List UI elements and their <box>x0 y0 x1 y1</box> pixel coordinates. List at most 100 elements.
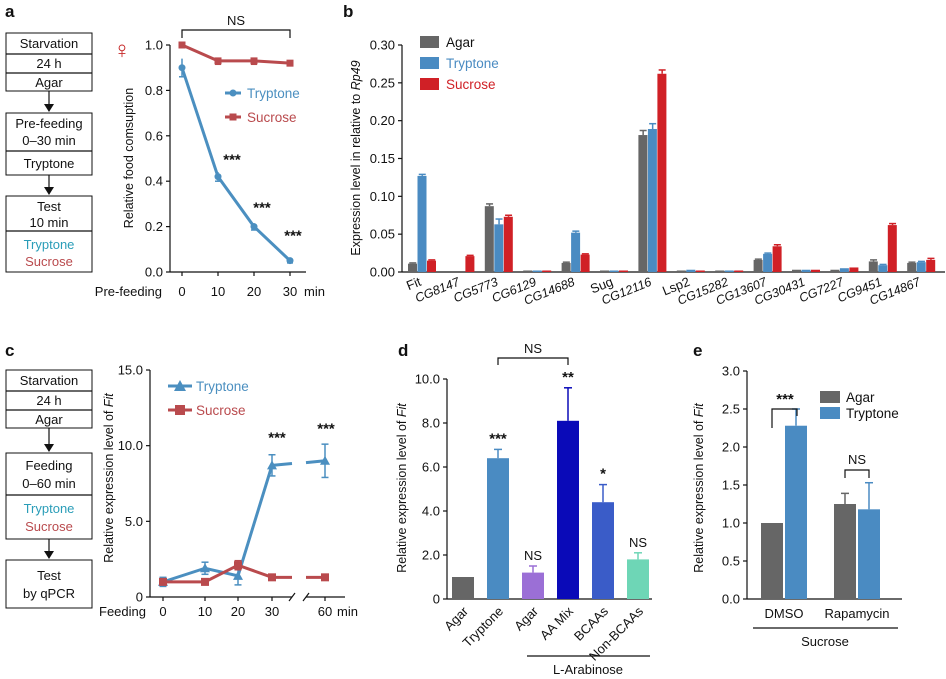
b-bar-tryptone <box>417 175 427 272</box>
c-y-label: Relative expression level of Fit <box>102 393 116 563</box>
c-axis-break <box>302 592 310 602</box>
c-legend-marker-tryptone <box>174 380 186 391</box>
flow-a-step2-food: Tryptone <box>24 156 75 171</box>
flow-c-step3-line1: Test <box>37 568 61 583</box>
c-point-sucrose <box>234 561 242 570</box>
b-bar-agar <box>561 262 571 272</box>
b-bar-tryptone <box>647 128 657 272</box>
b-bar-tryptone <box>839 268 849 272</box>
c-signif-label: *** <box>317 421 335 438</box>
d-signif-label: NS <box>629 535 647 550</box>
c-x-tick-label: 10 <box>198 604 212 619</box>
flow-a-step3-food1: Tryptone <box>24 237 75 252</box>
female-icon: ♀ <box>113 37 131 64</box>
d-group-label: L-Arabinose <box>553 662 623 677</box>
a-ns-label: NS <box>227 13 245 28</box>
b-legend-label-tryptone: Tryptone <box>446 56 499 71</box>
flow-a-box1 <box>5 32 93 92</box>
a-series-sucrose-line <box>181 43 291 65</box>
c-x-tick-label: 20 <box>231 604 245 619</box>
flow-a-step3-line1: Test <box>37 199 61 214</box>
d-ns-bracket <box>497 357 569 365</box>
d-x-tick-label: Agar <box>441 603 471 633</box>
b-bar-sucrose <box>926 259 936 272</box>
e-bracket-dmso <box>771 408 798 428</box>
d-signif-label: * <box>600 466 606 483</box>
panel-e-label: e <box>693 341 702 360</box>
c-point-tryptone <box>267 460 277 470</box>
b-bar-sucrose <box>849 267 859 272</box>
a-signif-label: *** <box>253 200 271 217</box>
b-bar-sucrose <box>695 270 705 272</box>
flow-c-step1-food: Agar <box>35 412 63 427</box>
b-bar-sucrose <box>734 270 744 272</box>
b-bar-tryptone <box>916 262 926 272</box>
c-point-tryptone <box>200 563 210 573</box>
panel-d-label: d <box>398 341 408 360</box>
a-point-sucrose <box>178 41 186 49</box>
d-x-tick-label: AA Mix <box>537 603 577 643</box>
flow-c-step3-line2: by qPCR <box>23 586 75 601</box>
b-bar-sucrose <box>503 216 513 272</box>
b-bar-agar <box>676 270 686 272</box>
a-x-label: Pre-feeding <box>95 284 162 299</box>
flow-a-step1-line2: 24 h <box>36 56 61 71</box>
a-ns-bracket <box>181 29 291 38</box>
e-y-label: Relative expression level of Fit <box>692 403 706 573</box>
a-y-label: Relative food comsuption <box>122 88 136 228</box>
e-bar-agar <box>761 523 783 599</box>
panel-c-label: c <box>5 341 14 360</box>
d-y-tick-label: 10.0 <box>415 372 440 387</box>
b-legend-label-sucrose: Sucrose <box>446 77 496 92</box>
e-legend-label-agar: Agar <box>846 390 875 405</box>
a-y-tick-label: 0.2 <box>145 219 163 234</box>
flow-c-step2-food2: Sucrose <box>25 519 73 534</box>
b-legend-swatch-sucrose <box>420 78 439 90</box>
e-bar-agar <box>834 504 856 599</box>
b-x-tick-label: Fit <box>404 274 423 293</box>
b-bar-agar <box>792 269 801 272</box>
flow-a-arrow2 <box>44 187 54 195</box>
c-point-sucrose <box>159 577 167 586</box>
e-legend-swatch-agar <box>820 391 840 403</box>
a-y-tick-label: 1.0 <box>145 38 163 53</box>
e-y-tick-label: 1.0 <box>722 516 740 531</box>
e-y-tick-label: 0.0 <box>722 592 740 607</box>
e-x-tick-label: DMSO <box>765 606 804 621</box>
panel-a-chart: 0.0 0.2 0.4 0.6 0.8 1.0 0 10 20 30 Pre-feeding min R… <box>95 13 325 299</box>
c-legend-label-sucrose: Sucrose <box>196 403 246 418</box>
flow-a-step2-line1: Pre-feeding <box>15 116 82 131</box>
b-bar-tryptone <box>532 270 542 272</box>
a-y-tick-label: 0.0 <box>145 265 163 280</box>
d-x-tick-label: Agar <box>511 603 541 633</box>
d-signif-label: *** <box>489 430 507 447</box>
d-ns-label: NS <box>524 341 542 356</box>
b-bar-sucrose <box>542 270 552 272</box>
b-bar-sucrose <box>657 73 667 273</box>
flow-a-box2 <box>5 112 93 176</box>
a-legend-marker-tryptone <box>229 89 237 97</box>
flow-a-step2-line2: 0–30 min <box>22 133 75 148</box>
e-group-label: Sucrose <box>801 634 849 649</box>
d-bar <box>452 577 474 599</box>
flow-c-arrow2 <box>44 551 54 559</box>
b-bar-sucrose <box>427 260 436 272</box>
flow-a-box3 <box>5 195 93 273</box>
b-y-label: Expression level in relative to Rp49 <box>349 60 363 255</box>
d-bar <box>522 572 544 599</box>
c-x-tick-label: 0 <box>159 604 166 619</box>
flow-c-arrow1 <box>44 444 54 452</box>
b-y-tick-label: 0.15 <box>370 151 395 166</box>
a-point-tryptone <box>250 223 258 231</box>
e-y-tick-label: 0.5 <box>722 554 740 569</box>
a-x-tick-label: 30 <box>283 284 297 299</box>
c-y-tick-label: 10.0 <box>118 438 143 453</box>
b-bar-tryptone <box>878 265 888 272</box>
c-axis-break <box>288 592 296 602</box>
a-series-tryptone-line <box>180 67 292 262</box>
panel-a-flowchart: Starvation 24 h Agar Pre-feeding 0–30 mi… <box>5 32 93 273</box>
a-x-tick-label: 10 <box>211 284 225 299</box>
flow-c-step1-line2: 24 h <box>36 393 61 408</box>
c-y-tick-label: 5.0 <box>125 514 143 529</box>
a-legend-marker-sucrose <box>229 113 237 121</box>
